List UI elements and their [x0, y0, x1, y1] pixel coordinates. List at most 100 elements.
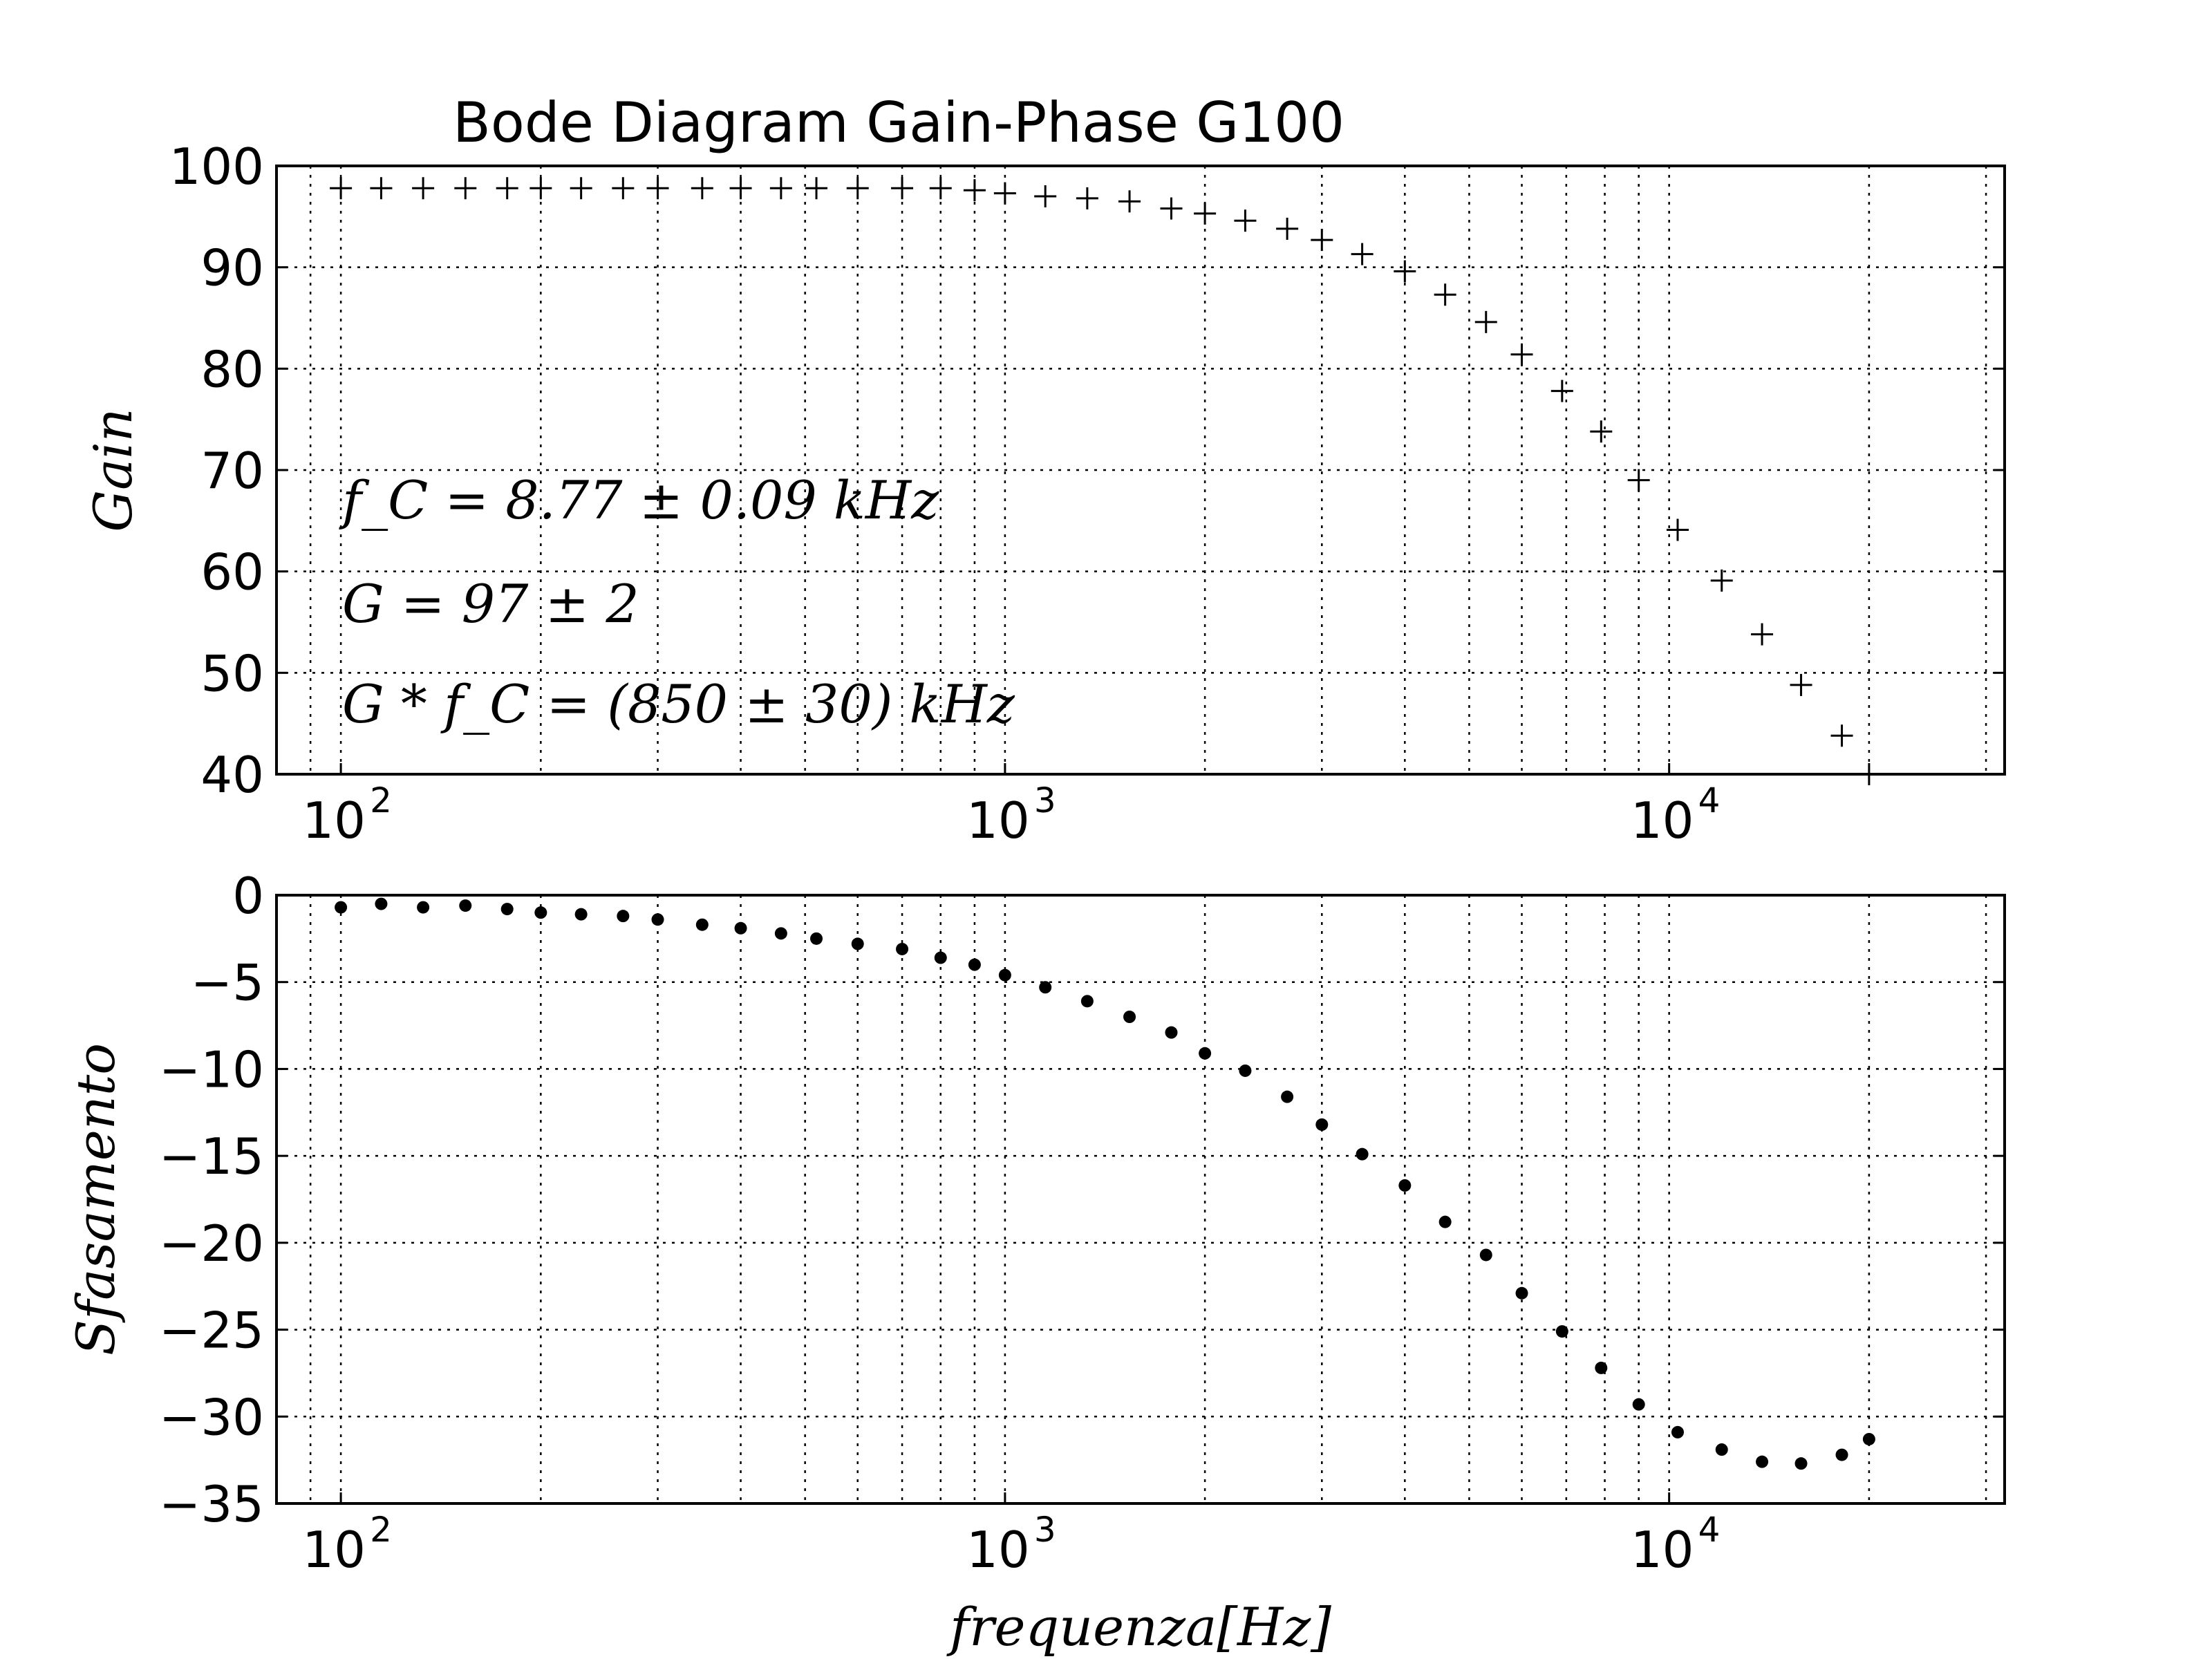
phase-point [1398, 1179, 1412, 1192]
y-tick-label: 0 [232, 867, 264, 925]
phase-point [1671, 1425, 1684, 1438]
x-tick-label: 10 [966, 1521, 1030, 1579]
phase-point [896, 942, 909, 955]
y-tick-label: 70 [200, 442, 264, 500]
phase-point [617, 910, 630, 923]
phase-panel: −35−30−25−20−15−10−50 10 2 10 3 10 4 Sfasamen… [65, 867, 2006, 1579]
gain-point [929, 177, 952, 200]
x-tick-label: 10 [302, 1521, 366, 1579]
y-tick-label: 60 [200, 543, 264, 601]
phase-plot-frame [275, 894, 2006, 1505]
phase-point [1555, 1325, 1568, 1338]
gain-point [612, 177, 635, 200]
phase-point [695, 918, 709, 931]
phase-point [500, 903, 514, 916]
gain-point [846, 177, 869, 200]
phase-point [1715, 1443, 1728, 1456]
gain-point [1394, 260, 1416, 283]
gain-point [1666, 518, 1689, 541]
phase-point [774, 927, 787, 940]
phase-point [734, 921, 747, 935]
y-tick-label: 40 [200, 746, 264, 804]
phase-point [1199, 1047, 1212, 1060]
gain-point [1830, 724, 1853, 747]
gain-y-axis-label: Gain [82, 408, 144, 532]
gain-point [370, 177, 393, 200]
gain-point [891, 177, 914, 200]
phase-point [851, 937, 864, 950]
x-tick-exponent: 2 [370, 1510, 392, 1550]
phase-point [1438, 1215, 1452, 1228]
x-tick-exponent: 4 [1698, 780, 1721, 821]
gain-point [729, 177, 752, 200]
y-tick-label: −30 [159, 1388, 264, 1446]
gain-series [330, 177, 1880, 785]
gain-point [1276, 217, 1299, 240]
phase-point [1835, 1448, 1848, 1461]
y-tick-label: −35 [159, 1475, 264, 1533]
phase-point [1515, 1286, 1528, 1300]
gain-point [993, 182, 1016, 205]
x-tick-exponent: 3 [1034, 1510, 1056, 1550]
gain-point [1710, 569, 1733, 592]
phase-point [1281, 1090, 1294, 1103]
gain-point [1160, 197, 1183, 220]
phase-point [1123, 1011, 1136, 1023]
gain-point [454, 177, 477, 200]
phase-point [998, 968, 1011, 982]
y-tick-label: 50 [200, 644, 264, 702]
gain-point [1510, 343, 1533, 366]
gain-point [1076, 187, 1098, 209]
phase-point [574, 908, 588, 921]
gain-point [963, 179, 986, 202]
phase-point [1356, 1147, 1369, 1161]
gain-point [496, 177, 518, 200]
gain-point [1751, 623, 1774, 646]
x-tick-label: 10 [1631, 1521, 1694, 1579]
phase-y-ticks: −35 −30 −25 −20 −15 −10 −5 0 [159, 867, 2005, 1533]
gain-point [1550, 379, 1573, 402]
gain-point [1194, 202, 1217, 225]
gain-point [1790, 673, 1812, 696]
phase-point [1479, 1248, 1492, 1262]
gain-point [691, 177, 713, 200]
gain-x-ticks: 10 2 10 3 10 4 [302, 763, 1720, 850]
y-tick-label: 100 [169, 138, 264, 196]
phase-point [651, 913, 664, 926]
x-tick-exponent: 3 [1034, 780, 1056, 821]
gain-point [1034, 185, 1057, 207]
gain-point [1351, 243, 1374, 265]
gain-point [330, 177, 353, 200]
phase-point [1756, 1455, 1769, 1468]
phase-point [417, 901, 430, 914]
fit-gain: G = 97 ± 2 [342, 573, 639, 635]
x-tick-label: 10 [966, 791, 1030, 850]
x-tick-label: 10 [302, 791, 366, 850]
phase-point [1632, 1398, 1645, 1411]
gain-point [1627, 469, 1650, 491]
x-tick-exponent: 2 [370, 780, 392, 821]
phase-y-axis-label: Sfasamento [65, 1043, 126, 1356]
phase-point [968, 958, 981, 971]
gain-point [1434, 283, 1456, 306]
y-tick-label: −15 [159, 1127, 264, 1185]
phase-point [1165, 1026, 1178, 1039]
gain-point [769, 177, 792, 200]
gain-plot-frame [275, 165, 2006, 776]
y-tick-label: 80 [200, 340, 264, 398]
phase-point [1862, 1432, 1875, 1445]
phase-point [335, 901, 348, 914]
phase-point [1794, 1457, 1808, 1470]
phase-point [534, 906, 547, 919]
phase-x-ticks: 10 2 10 3 10 4 [302, 1492, 1720, 1579]
x-tick-exponent: 4 [1698, 1510, 1721, 1550]
gain-point [1118, 190, 1141, 213]
phase-point [1080, 995, 1094, 1008]
gain-point [646, 177, 669, 200]
y-tick-label: 90 [200, 239, 264, 297]
phase-point [459, 899, 472, 912]
fit-gain-bandwidth: G * f_C = (850 ± 30) kHz [342, 673, 1015, 735]
chart-title: Bode Diagram Gain-Phase G100 [453, 91, 1344, 155]
